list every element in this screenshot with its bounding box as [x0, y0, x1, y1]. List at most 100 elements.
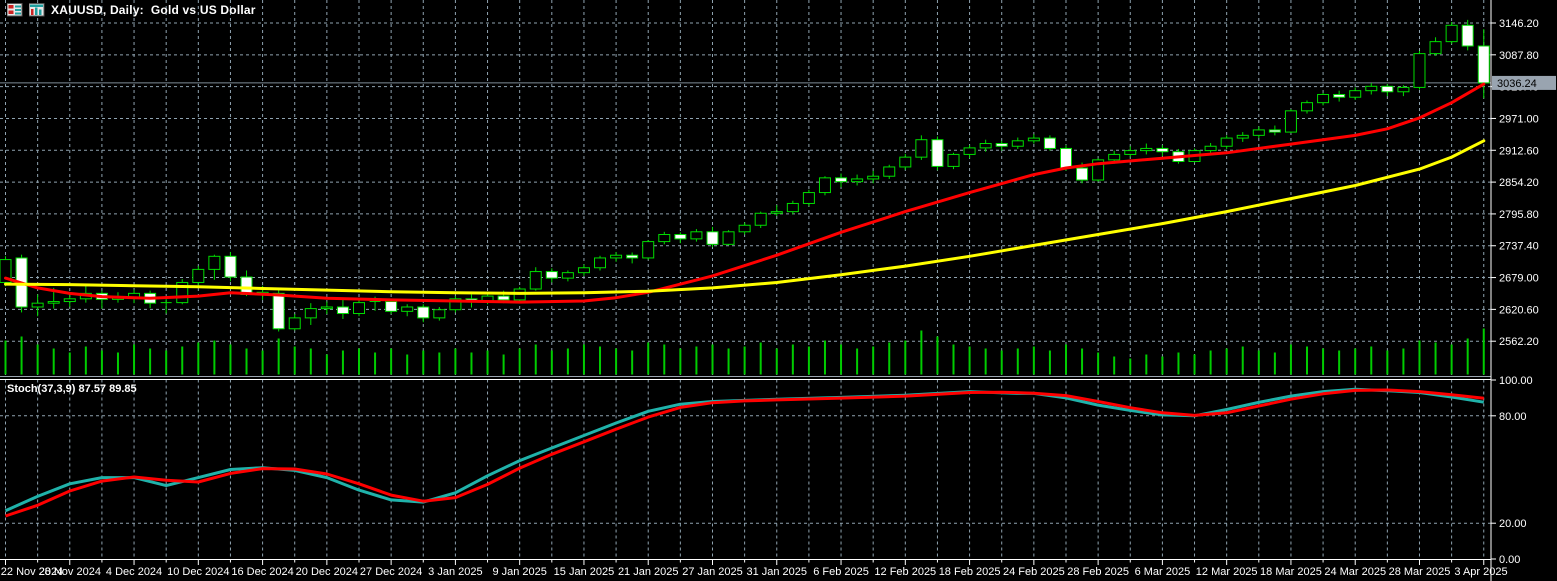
candle-body [1429, 41, 1442, 55]
candle-body [1445, 24, 1458, 43]
candle [288, 314, 301, 331]
candle-body [1301, 102, 1314, 112]
volume-group [4, 328, 1485, 375]
date-label: 10 Dec 2024 [167, 566, 229, 578]
candle-body [963, 147, 976, 155]
price-axis-label: 2971.00 [1499, 113, 1539, 125]
candle-body [1027, 137, 1040, 142]
price-axis-label: 2562.20 [1499, 336, 1539, 348]
candle [1252, 126, 1265, 139]
candle-body [915, 139, 928, 158]
candle-body [320, 306, 333, 310]
candle [1397, 85, 1410, 97]
candle [1429, 37, 1442, 56]
candle-body [288, 317, 301, 330]
candle-body [802, 192, 815, 204]
candle [1365, 83, 1378, 95]
date-label: 22 Nov 2024 [1, 566, 63, 578]
price-axis[interactable]: 3146.203087.803029.402971.002912.602854.… [1491, 18, 1556, 348]
candle-body [63, 298, 76, 303]
candle [931, 136, 944, 171]
candle [1333, 90, 1346, 102]
candle [867, 170, 880, 184]
candle [883, 164, 896, 179]
price-axis-label: 2854.20 [1499, 177, 1539, 189]
candle [722, 230, 735, 246]
candle-body [1140, 147, 1153, 152]
candle-body [835, 177, 848, 183]
candle-body [1156, 147, 1169, 153]
candle [561, 270, 574, 282]
candle-body [770, 211, 783, 214]
candle [754, 211, 767, 228]
candle-body [1220, 137, 1233, 147]
candle [802, 189, 815, 207]
date-label: 3 Apr 2025 [1454, 566, 1507, 578]
candle-body [1333, 93, 1346, 98]
date-label: 12 Feb 2025 [874, 566, 936, 578]
candle-body [1268, 129, 1281, 133]
candle-body [658, 234, 671, 243]
date-label: 27 Dec 2024 [360, 566, 422, 578]
candle-body [706, 231, 719, 245]
candle [320, 301, 333, 315]
candle [224, 251, 237, 282]
current-price-badge-text: 3036.24 [1497, 78, 1537, 90]
candle [192, 266, 205, 288]
candle-body [545, 271, 558, 279]
candle-body [497, 295, 510, 301]
stoch-axis-label: 100.00 [1499, 375, 1533, 387]
candle [706, 226, 719, 248]
candle [1027, 134, 1040, 144]
candle-body [336, 306, 349, 315]
candle [979, 139, 992, 152]
date-label: 24 Mar 2025 [1324, 566, 1386, 578]
candle [1220, 135, 1233, 149]
candle-body [594, 257, 607, 269]
candle [304, 303, 317, 325]
candle-body [931, 139, 944, 167]
candle [272, 290, 285, 332]
market-watch-icon [6, 3, 23, 17]
candle-body [1317, 93, 1330, 104]
candle [1043, 135, 1056, 151]
candle-body [851, 178, 864, 183]
candle-body [208, 255, 221, 270]
candle [658, 231, 671, 245]
stoch-main-line [4, 387, 1485, 513]
candle [1204, 142, 1217, 153]
candle [1236, 132, 1249, 142]
stoch-axis[interactable]: 100.00 80.00 20.00 0.00 [1491, 375, 1533, 566]
candle-body [1349, 90, 1362, 98]
candle [674, 232, 687, 244]
candle [770, 205, 783, 216]
candles-group [0, 19, 1490, 332]
date-label: 27 Jan 2025 [682, 566, 743, 578]
candle [947, 152, 960, 170]
candle [610, 251, 623, 262]
candle [31, 294, 44, 317]
candle-body [1092, 159, 1105, 181]
candle [1461, 19, 1474, 51]
candle-body [722, 231, 735, 245]
price-axis-label: 2620.60 [1499, 304, 1539, 316]
candle [851, 174, 864, 186]
date-label: 31 Jan 2025 [746, 566, 807, 578]
candle-body [31, 302, 44, 308]
candle-body [1076, 167, 1089, 181]
candle [1268, 125, 1281, 136]
candle [417, 304, 430, 323]
candle-body [626, 254, 639, 259]
candle [915, 135, 928, 160]
candle-body [867, 175, 880, 180]
chart-window-icon [28, 3, 45, 17]
candle-body [385, 301, 398, 312]
candle-body [1124, 150, 1137, 155]
candle-body [224, 255, 237, 278]
candle-body [1397, 86, 1410, 93]
candle [352, 299, 365, 317]
